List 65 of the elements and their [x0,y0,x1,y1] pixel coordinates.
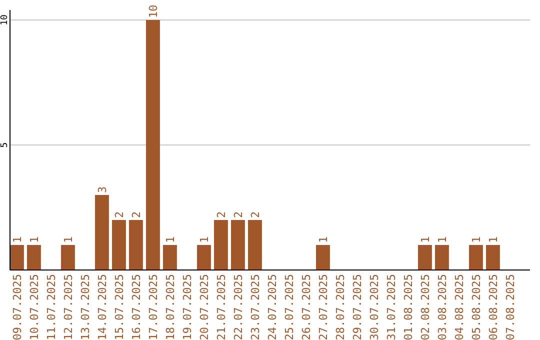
x-tick-label: 19.07.2025 [180,274,194,340]
bar [435,245,449,270]
data-label: 1 [316,236,330,243]
x-tick-label: 16.07.2025 [130,274,143,340]
x-tick-label: 01.08.2025 [402,274,415,340]
x-tick-label: 15.07.2025 [112,274,126,340]
bar [231,220,245,270]
x-tick-label: 02.08.2025 [418,274,432,340]
bar [27,245,41,270]
data-label: 1 [10,236,24,243]
data-label: 2 [214,211,228,218]
x-tick-label: 21.07.2025 [214,274,228,340]
bar [163,245,177,270]
data-label: 2 [112,211,126,218]
bar [469,245,483,270]
x-tick-label: 10.07.2025 [28,274,41,340]
x-tick-label: 17.07.2025 [146,274,160,340]
x-tick-label: 11.07.2025 [44,274,58,340]
bar [61,245,75,270]
bar [316,245,330,270]
data-label: 2 [232,211,245,218]
bar [10,245,24,270]
x-tick-label: 09.07.2025 [10,274,24,340]
data-label: 1 [62,236,75,243]
x-tick-label: 06.08.2025 [486,274,500,340]
data-label: 2 [248,211,262,218]
x-tick-label: 07.08.2025 [504,274,517,340]
data-label: 1 [436,236,449,243]
data-label: 1 [470,236,483,243]
x-tick-label: 12.07.2025 [62,274,75,340]
x-tick-label: 27.07.2025 [316,274,330,340]
bar [418,245,432,270]
data-label: 1 [28,236,41,243]
bar [486,245,500,270]
bar [248,220,262,270]
x-tick-label: 29.07.2025 [350,274,364,340]
x-tick-label: 05.08.2025 [470,274,483,340]
x-tick-label: 22.07.2025 [232,274,245,340]
y-tick-label: 5 [0,142,10,148]
x-tick-label: 25.07.2025 [282,274,296,340]
x-tick-label: 03.08.2025 [436,274,449,340]
x-tick-label: 04.08.2025 [452,274,466,340]
data-label: 10 [146,4,160,18]
data-label: 1 [164,236,177,243]
x-tick-label: 26.07.2025 [300,274,313,340]
x-tick-label: 18.07.2025 [164,274,177,340]
bar [129,220,143,270]
data-label: 1 [198,236,211,243]
bar [95,195,109,270]
bar [146,20,160,270]
data-label: 3 [96,186,109,193]
x-tick-label: 13.07.2025 [78,274,92,340]
data-label: 2 [130,211,143,218]
bar [112,220,126,270]
bar [214,220,228,270]
x-tick-label: 28.07.2025 [334,274,347,340]
x-tick-label: 31.07.2025 [384,274,398,340]
x-tick-label: 30.07.2025 [368,274,381,340]
x-tick-label: 23.07.2025 [248,274,262,340]
x-tick-label: 24.07.2025 [266,274,279,340]
bar [197,245,211,270]
x-tick-label: 14.07.2025 [96,274,109,340]
data-label: 1 [418,236,432,243]
data-label: 1 [486,236,500,243]
x-tick-label: 20.07.2025 [198,274,211,340]
